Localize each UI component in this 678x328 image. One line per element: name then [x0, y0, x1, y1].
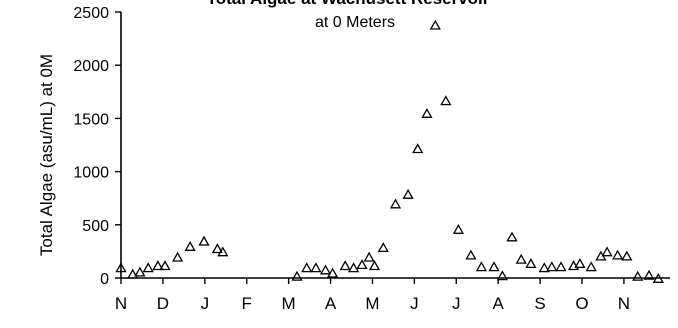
x-tick-label: S [534, 294, 545, 313]
data-point [217, 246, 229, 257]
data-point [347, 262, 360, 273]
data-point [452, 223, 465, 234]
y-tick-label: 1000 [73, 165, 109, 182]
data-point [601, 246, 613, 257]
data-point [291, 270, 303, 281]
x-tick-label: D [157, 294, 169, 313]
y-tick-label: 0 [100, 271, 109, 288]
data-point [171, 251, 184, 262]
data-point [368, 260, 381, 271]
data-point [402, 188, 414, 199]
data-point [632, 270, 644, 281]
x-tick-label: J [410, 294, 419, 313]
x-tick-label: F [242, 294, 252, 313]
data-point [319, 264, 332, 275]
data-point [377, 242, 389, 253]
x-tick-label: N [618, 294, 630, 313]
x-tick-label: M [365, 294, 379, 313]
data-point [652, 272, 664, 283]
data-points [115, 19, 664, 283]
data-point [326, 267, 339, 278]
data-point [538, 262, 550, 273]
data-point [611, 249, 624, 260]
data-point [506, 231, 518, 242]
x-tick-label: M [282, 294, 296, 313]
data-point [142, 262, 154, 273]
data-point [555, 261, 567, 272]
data-point [475, 261, 488, 272]
data-point [115, 262, 127, 273]
data-point [152, 260, 164, 271]
y-axis-label: Total Algae (asu/mL) at 0M [37, 54, 56, 256]
data-point [429, 19, 441, 30]
data-point [496, 270, 509, 281]
data-point [211, 243, 224, 254]
x-tick-label: O [575, 294, 588, 313]
data-point [127, 268, 139, 279]
data-point [643, 269, 655, 280]
data-point [488, 261, 500, 272]
data-point [574, 258, 586, 269]
axes [120, 12, 670, 279]
data-point [301, 262, 313, 273]
x-tick-label: A [493, 294, 505, 313]
data-point [412, 143, 424, 154]
data-point [585, 261, 597, 272]
data-point [389, 198, 402, 209]
data-point [159, 260, 171, 271]
data-point [198, 235, 210, 246]
data-point [134, 266, 146, 277]
y-tick-label: 2000 [73, 58, 109, 75]
x-tick-label: N [115, 294, 127, 313]
x-tick-label: J [201, 294, 210, 313]
x-tick-label: A [325, 294, 337, 313]
y-tick-label: 1500 [73, 111, 109, 128]
data-point [621, 250, 633, 261]
data-point [440, 95, 452, 106]
data-point [363, 251, 375, 262]
data-point [465, 249, 477, 260]
data-point [310, 262, 322, 273]
chart-subtitle: at 0 Meters [315, 14, 395, 31]
data-point [339, 260, 351, 271]
data-point [546, 261, 558, 272]
x-tick-label: J [452, 294, 461, 313]
y-tick-label: 2500 [73, 5, 109, 22]
data-point [356, 259, 368, 270]
data-point [421, 107, 433, 118]
y-ticks: 0 500 1000 1500 2000 2500 [73, 5, 121, 288]
data-point [525, 258, 537, 269]
data-point [515, 253, 527, 264]
y-tick-label: 500 [82, 218, 109, 235]
data-point [184, 240, 196, 251]
chart-title: Total Algae at Wachusett Reservoir [207, 0, 490, 8]
